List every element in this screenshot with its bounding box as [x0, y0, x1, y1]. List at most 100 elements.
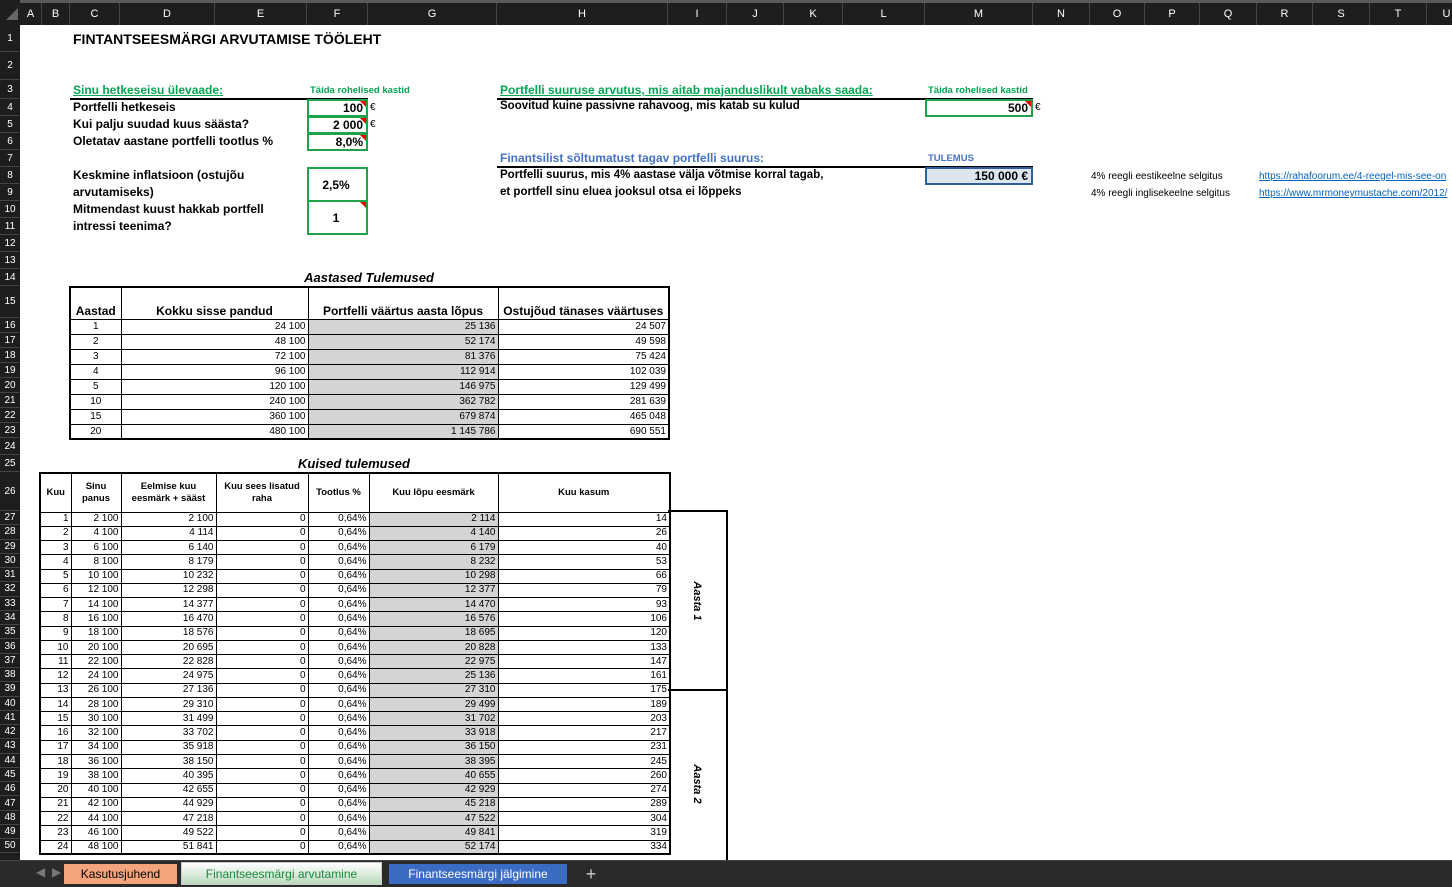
table-cell[interactable]: 2: [39, 525, 72, 542]
add-sheet-button[interactable]: +: [585, 863, 597, 884]
table-cell[interactable]: 0: [215, 768, 309, 784]
table-cell[interactable]: 4 140: [368, 525, 499, 542]
row-header-14[interactable]: 14: [0, 269, 20, 286]
column-header-Q[interactable]: Q: [1200, 3, 1257, 25]
table-cell[interactable]: 31 702: [368, 711, 499, 727]
row-header-26[interactable]: 26: [0, 472, 20, 511]
row-header-18[interactable]: 18: [0, 348, 20, 363]
table-cell[interactable]: 75 424: [497, 348, 670, 365]
table-cell[interactable]: 0,64%: [307, 668, 370, 684]
cashflow-input[interactable]: 500: [925, 99, 1033, 117]
table-cell[interactable]: 0,64%: [307, 582, 370, 599]
table-cell[interactable]: 0,64%: [307, 696, 370, 713]
table-cell[interactable]: 161: [497, 668, 671, 684]
row-header-39[interactable]: 39: [0, 682, 20, 697]
table-cell[interactable]: 0,64%: [307, 711, 370, 727]
table-cell[interactable]: 120: [497, 625, 671, 641]
table-cell[interactable]: 6 140: [120, 540, 217, 556]
table-cell[interactable]: 690 551: [497, 423, 670, 440]
table-cell[interactable]: 362 782: [307, 393, 499, 410]
table-cell[interactable]: 0: [215, 839, 309, 855]
table-cell[interactable]: 24 100: [120, 318, 309, 335]
table-cell[interactable]: 22 828: [120, 654, 217, 670]
table-cell[interactable]: 44 100: [70, 811, 122, 827]
table-cell[interactable]: 47 218: [120, 811, 217, 827]
table-cell[interactable]: 31 499: [120, 711, 217, 727]
table-cell[interactable]: 146 975: [307, 378, 499, 395]
table-cell[interactable]: 0,64%: [307, 597, 370, 613]
table-cell[interactable]: 33 702: [120, 725, 217, 741]
table-cell[interactable]: 3: [69, 348, 122, 365]
table-cell[interactable]: 47 522: [368, 811, 499, 827]
column-header-B[interactable]: B: [42, 3, 70, 25]
table-cell[interactable]: 14: [497, 511, 671, 527]
column-header-H[interactable]: H: [497, 3, 668, 25]
table-cell[interactable]: 38 150: [120, 754, 217, 770]
row-header-27[interactable]: 27: [0, 511, 20, 526]
table-cell[interactable]: 0,64%: [307, 625, 370, 641]
table-cell[interactable]: 20 828: [368, 639, 499, 656]
table-cell[interactable]: 120 100: [120, 378, 309, 395]
table-cell[interactable]: 1 145 786: [307, 423, 499, 440]
table-cell[interactable]: 45 218: [368, 796, 499, 813]
row-header-33[interactable]: 33: [0, 597, 20, 611]
row-header-12[interactable]: 12: [0, 235, 20, 252]
table-cell[interactable]: 0,64%: [307, 554, 370, 570]
table-cell[interactable]: 2: [69, 333, 122, 350]
table-cell[interactable]: 13: [39, 682, 72, 698]
row-header-25[interactable]: 25: [0, 455, 20, 472]
table-cell[interactable]: 175: [497, 682, 671, 698]
table-cell[interactable]: 14: [39, 696, 72, 713]
table-cell[interactable]: 0: [215, 597, 309, 613]
row-header-8[interactable]: 8: [0, 167, 20, 184]
row-header-44[interactable]: 44: [0, 754, 20, 768]
table-cell[interactable]: 26 100: [70, 682, 122, 698]
table-cell[interactable]: 20: [69, 423, 122, 440]
table-cell[interactable]: 52 174: [368, 839, 499, 855]
table-cell[interactable]: 133: [497, 639, 671, 656]
table-cell[interactable]: 79: [497, 582, 671, 599]
row-header-49[interactable]: 49: [0, 825, 20, 840]
table-cell[interactable]: 245: [497, 754, 671, 770]
table-cell[interactable]: 0: [215, 711, 309, 727]
table-cell[interactable]: 2 100: [70, 511, 122, 527]
table-cell[interactable]: 0: [215, 725, 309, 741]
table-cell[interactable]: 231: [497, 739, 671, 756]
table-cell[interactable]: 93: [497, 597, 671, 613]
table-cell[interactable]: 16 470: [120, 611, 217, 627]
table-cell[interactable]: 40: [497, 540, 671, 556]
table-cell[interactable]: 0,64%: [307, 682, 370, 698]
row-header-20[interactable]: 20: [0, 378, 20, 393]
table-cell[interactable]: 20 695: [120, 639, 217, 656]
row-header-36[interactable]: 36: [0, 639, 20, 654]
table-cell[interactable]: 304: [497, 811, 671, 827]
table-cell[interactable]: 24 100: [70, 668, 122, 684]
table-cell[interactable]: 29 499: [368, 696, 499, 713]
table-cell[interactable]: 14 377: [120, 597, 217, 613]
table-cell[interactable]: 42 100: [70, 796, 122, 813]
row-header-3[interactable]: 3: [0, 80, 20, 99]
row-header-6[interactable]: 6: [0, 133, 20, 150]
table-cell[interactable]: 4: [39, 554, 72, 570]
table-cell[interactable]: 38 100: [70, 768, 122, 784]
column-header-N[interactable]: N: [1033, 3, 1090, 25]
table-cell[interactable]: 0,64%: [307, 725, 370, 741]
table-cell[interactable]: 35 918: [120, 739, 217, 756]
table-cell[interactable]: 334: [497, 839, 671, 855]
table-cell[interactable]: 1: [39, 511, 72, 527]
table-cell[interactable]: 6 179: [368, 540, 499, 556]
row-header-46[interactable]: 46: [0, 782, 20, 797]
table-cell[interactable]: 260: [497, 768, 671, 784]
table-cell[interactable]: 0,64%: [307, 654, 370, 670]
table-cell[interactable]: 0: [215, 825, 309, 841]
table-cell[interactable]: 217: [497, 725, 671, 741]
row-header-15[interactable]: 15: [0, 286, 20, 318]
table-cell[interactable]: 51 841: [120, 839, 217, 855]
savings-input[interactable]: 2 000: [307, 116, 368, 134]
table-cell[interactable]: 319: [497, 825, 671, 841]
row-header-42[interactable]: 42: [0, 725, 20, 740]
table-cell[interactable]: 36 150: [368, 739, 499, 756]
table-cell[interactable]: 679 874: [307, 408, 499, 425]
table-cell[interactable]: 36 100: [70, 754, 122, 770]
table-cell[interactable]: 22 975: [368, 654, 499, 670]
